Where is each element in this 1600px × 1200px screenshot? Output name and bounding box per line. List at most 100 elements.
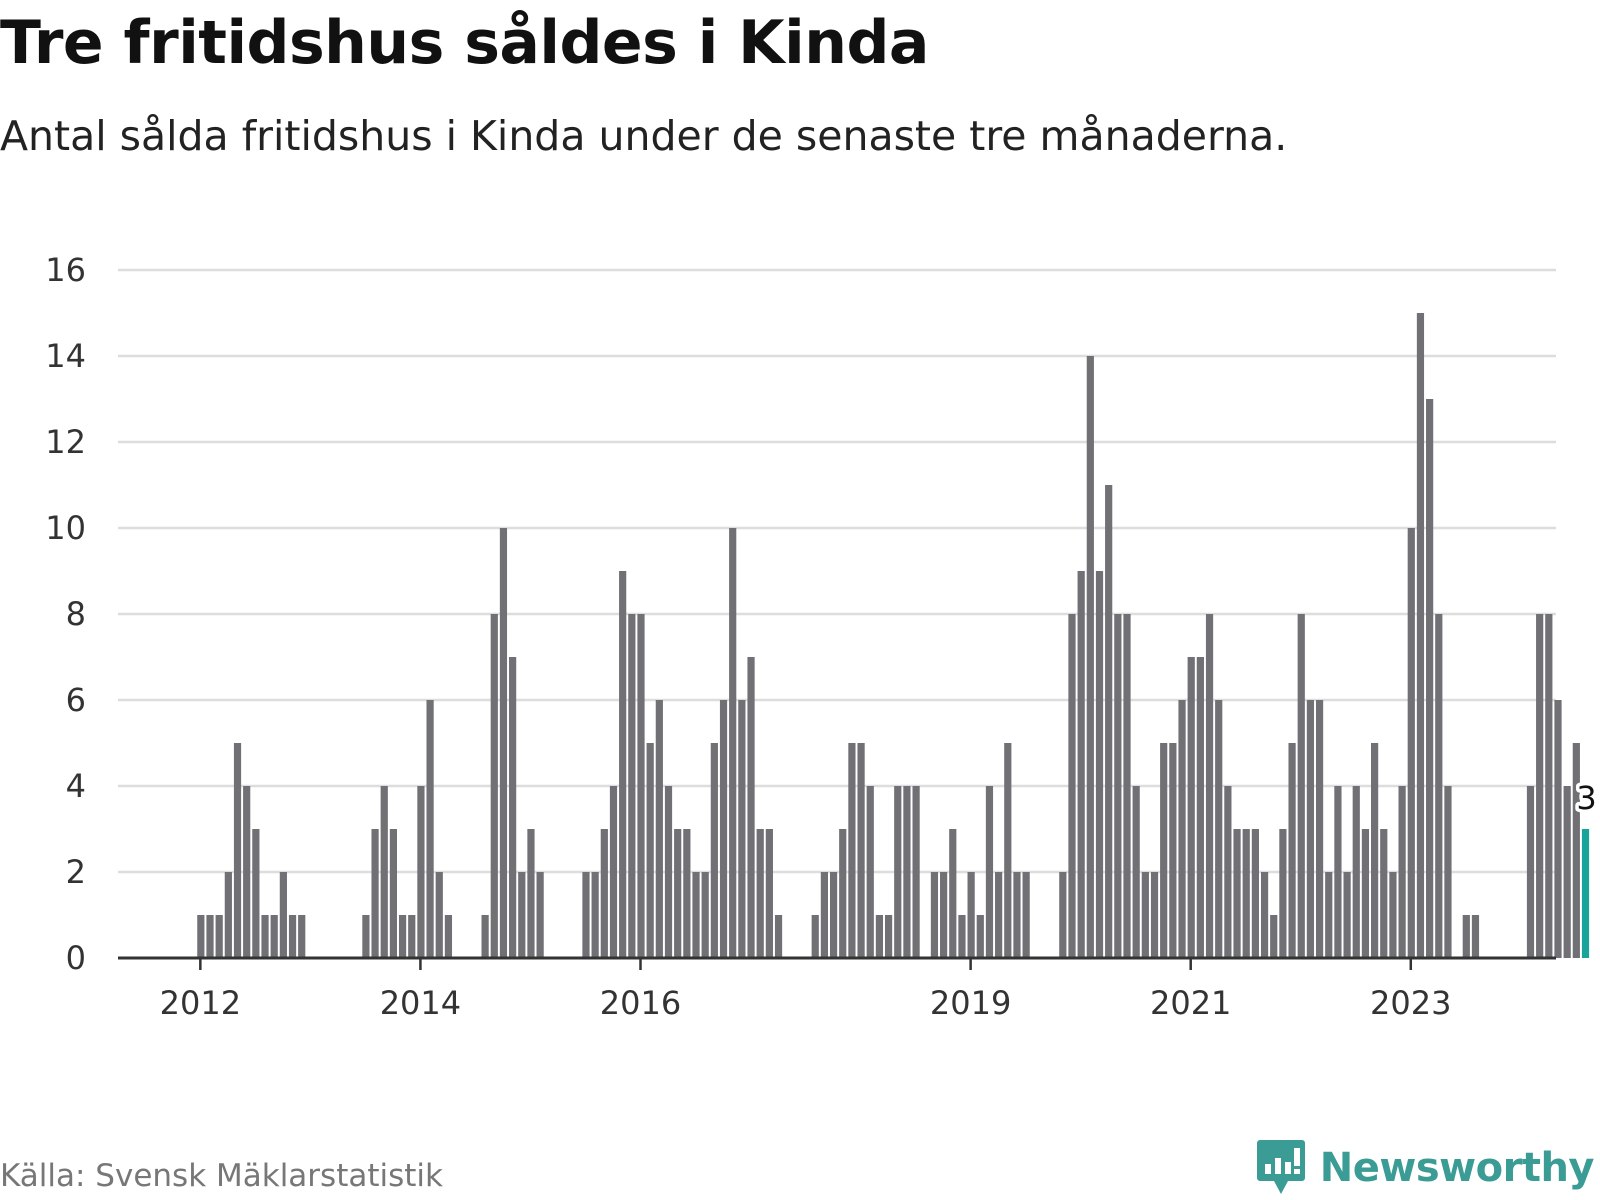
bar: [499, 528, 508, 958]
bar: [738, 700, 746, 958]
y-tick-label: 10: [45, 509, 86, 547]
bar: [1123, 614, 1131, 958]
y-tick-label: 8: [66, 595, 86, 633]
chart-subtitle: Antal sålda fritidshus i Kinda under de …: [0, 112, 1288, 160]
bar: [729, 528, 737, 958]
bar: [417, 786, 425, 958]
bar: [875, 915, 884, 958]
bar: [674, 829, 682, 958]
bar: [206, 915, 214, 958]
x-tick-label: 2012: [160, 984, 241, 1022]
bar: [1150, 872, 1159, 958]
bar: [1471, 915, 1480, 958]
bar: [1224, 786, 1232, 958]
bar: [765, 829, 773, 958]
bar: [710, 743, 718, 958]
bar: [1132, 786, 1140, 958]
bar: [848, 743, 856, 958]
bar: [609, 786, 618, 958]
bar: [233, 743, 242, 958]
bar: [527, 829, 535, 958]
bar: [408, 915, 416, 958]
bar: [371, 829, 379, 958]
y-tick-label: 12: [45, 423, 86, 461]
bar: [426, 700, 434, 958]
bar: [747, 657, 755, 958]
y-tick-label: 4: [66, 767, 86, 805]
bar: [1095, 571, 1104, 958]
bar: [509, 657, 517, 958]
bar: [389, 829, 398, 958]
bar: [1242, 829, 1250, 958]
x-tick-label: 2023: [1370, 984, 1451, 1022]
bar: [1169, 743, 1177, 958]
bar: [940, 872, 948, 958]
bar: [866, 786, 874, 958]
y-tick-label: 6: [66, 681, 86, 719]
bar: [884, 915, 893, 958]
bar: [930, 872, 939, 958]
chart-title: Tre fritidshus såldes i Kinda: [0, 8, 929, 78]
bar: [1398, 786, 1406, 958]
bar: [1205, 614, 1214, 958]
y-tick-label: 14: [45, 337, 86, 375]
bar: [1086, 356, 1094, 958]
bar: [1260, 872, 1269, 958]
bar: [1114, 614, 1122, 958]
bar: [1545, 614, 1553, 958]
x-tick-label: 2014: [380, 984, 461, 1022]
bar-chart: 0 2 4 6 8 10 12 14 16 2012 2014 2016 2019 2021 2023 3: [45, 251, 1600, 1022]
bar: [1022, 872, 1030, 958]
y-tick-label: 0: [66, 939, 86, 977]
bar: [1416, 313, 1425, 958]
bar: [1077, 571, 1085, 958]
x-tick-label: 2021: [1150, 984, 1231, 1022]
bar: [215, 915, 223, 958]
bar: [619, 571, 627, 958]
bar: [756, 829, 764, 958]
bar: [490, 614, 498, 958]
bar: [912, 786, 920, 958]
bar: [894, 786, 902, 958]
bar: [655, 700, 663, 958]
bar: [1279, 829, 1287, 958]
bar: [976, 915, 984, 958]
bar: [1389, 872, 1397, 958]
bar: [1343, 872, 1351, 958]
bar: [857, 743, 865, 958]
bar: [197, 915, 205, 958]
bar: [288, 915, 297, 958]
bar: [261, 915, 269, 958]
bar: [774, 915, 783, 958]
value-labels: 3: [1573, 776, 1600, 821]
bar: [811, 915, 819, 958]
bar: [252, 829, 260, 958]
bar: [1288, 743, 1296, 958]
bar: [637, 614, 645, 958]
bar: [536, 872, 544, 958]
bar: [1325, 872, 1333, 958]
bar: [1178, 700, 1186, 958]
bar: [1536, 614, 1544, 958]
bar: [967, 872, 975, 958]
bar: [701, 872, 709, 958]
bar: [1233, 829, 1241, 958]
bar: [1160, 743, 1168, 958]
bar-highlight: [1581, 829, 1590, 958]
bar: [362, 915, 370, 958]
bar: [829, 872, 838, 958]
bar: [1407, 528, 1415, 958]
bar: [1315, 700, 1324, 958]
x-axis-ticks: 2012 2014 2016 2019 2021 2023: [160, 958, 1451, 1022]
bar: [1013, 872, 1021, 958]
y-tick-label: 16: [45, 251, 86, 289]
bar: [1572, 743, 1580, 958]
bar: [1196, 657, 1204, 958]
bar: [949, 829, 957, 958]
bar: [1526, 786, 1535, 958]
bar: [600, 829, 608, 958]
bar: [481, 915, 489, 958]
newsworthy-icon: [1256, 1140, 1305, 1194]
bar: [518, 872, 526, 958]
bar: [683, 829, 691, 958]
